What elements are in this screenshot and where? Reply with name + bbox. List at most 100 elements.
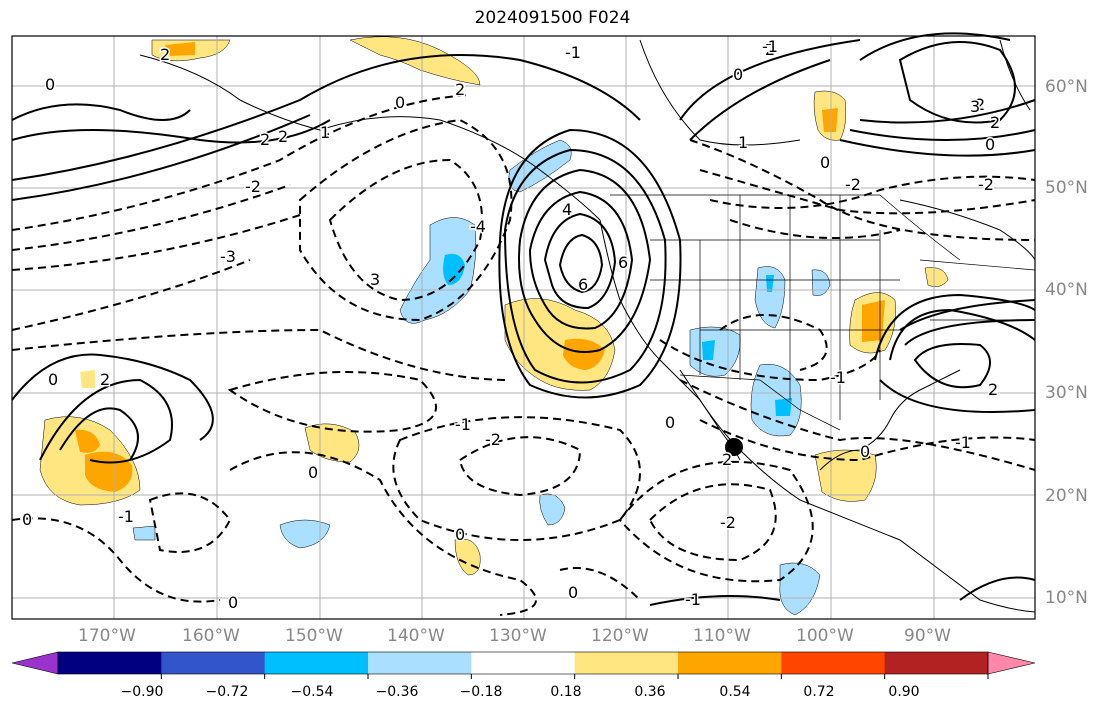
lat-label: 50°N — [1045, 178, 1088, 198]
contour-label: -2 — [485, 430, 501, 449]
negative-anomaly-core — [443, 253, 465, 285]
colorbar-segment — [368, 652, 472, 674]
contour-label: -1 — [685, 590, 701, 609]
contour-label: -1 — [955, 433, 971, 452]
contour-line — [518, 168, 652, 353]
contour-line — [889, 308, 1036, 361]
contour-label: -3 — [220, 247, 236, 266]
location-marker — [725, 438, 743, 456]
contour-label: -2 — [845, 175, 861, 194]
contour-line — [959, 576, 1036, 601]
contour-line — [709, 175, 1036, 209]
positive-anomaly-core — [165, 42, 195, 56]
contour-line — [679, 39, 861, 121]
contour-line — [618, 460, 814, 583]
colorbar-segment — [471, 652, 576, 674]
contour-label: 6 — [618, 253, 628, 272]
contour-line — [879, 379, 1036, 413]
contour-label: 2 — [260, 130, 270, 149]
contour-line — [648, 483, 777, 562]
contour-label: 2 — [988, 380, 998, 399]
contour-line — [11, 54, 641, 181]
contour-line — [392, 416, 641, 541]
positive-anomaly-core — [862, 300, 885, 342]
contour-line — [148, 492, 232, 553]
contour-label: 0 — [568, 583, 578, 602]
contour-label: 2 — [722, 450, 732, 469]
contour-line — [11, 353, 214, 441]
lon-label: 150°W — [285, 626, 343, 646]
lon-label: 120°W — [591, 626, 649, 646]
colorbar — [11, 651, 1036, 679]
contour-label: 2 — [455, 80, 465, 99]
negative-anomaly-patch — [779, 562, 821, 616]
contour-line — [559, 567, 641, 601]
contour-line — [528, 190, 634, 330]
contour-line — [839, 139, 1036, 157]
positive-anomaly-patch — [304, 423, 360, 463]
contour-label: 0 — [985, 135, 995, 154]
colorbar-tick-label: −0.90 — [120, 684, 164, 700]
contour-label: 6 — [578, 275, 588, 294]
contour-line — [699, 419, 1036, 462]
contour-label: 0 — [860, 442, 870, 461]
colorbar-outline — [57, 651, 989, 675]
colorbar-segment — [574, 652, 679, 674]
positive-anomaly-patch — [924, 267, 949, 287]
contour-line — [679, 379, 1036, 471]
contour-line — [11, 103, 191, 121]
contour-line — [11, 119, 331, 144]
negative-anomaly-core — [766, 275, 774, 292]
contour-label: 0 — [733, 65, 743, 84]
contour-label: -2 — [720, 513, 736, 532]
colorbar-tick-label: 0.36 — [634, 684, 666, 700]
contour-label: -1 — [565, 43, 581, 62]
map-frame — [11, 35, 1036, 620]
border-line — [679, 374, 841, 431]
contour-line — [558, 233, 604, 294]
colorbar-segment — [58, 652, 162, 674]
positive-anomaly-patch — [80, 370, 95, 388]
lat-label: 60°N — [1045, 77, 1088, 97]
lat-label: 30°N — [1045, 383, 1088, 403]
contour-line — [898, 41, 1016, 124]
contour-line — [649, 595, 781, 606]
contour-label: 4 — [562, 200, 572, 219]
colorbar-tick-label: 0.90 — [888, 684, 920, 700]
contour-label: 2 — [100, 370, 110, 389]
contour-line — [59, 407, 139, 461]
colorbar-segment — [678, 652, 782, 674]
colorbar-segment — [781, 652, 886, 674]
contour-line — [689, 59, 831, 141]
coastline — [899, 199, 1036, 261]
coastline — [999, 39, 1031, 111]
lat-label: 20°N — [1045, 486, 1088, 506]
lon-label: 90°W — [904, 626, 951, 646]
lon-label: 160°W — [182, 626, 240, 646]
positive-anomaly-core — [822, 108, 838, 132]
lon-label: 140°W — [387, 626, 445, 646]
contour-label: 0 — [820, 153, 830, 172]
contour-label: 0 — [45, 75, 55, 94]
contour-label: -2 — [978, 175, 994, 194]
colorbar-tick-label: 0.18 — [550, 684, 582, 700]
contour-label: 3 — [970, 97, 980, 116]
contour-label: 2 — [975, 95, 985, 114]
colorbar-tick-label: −0.54 — [290, 684, 334, 700]
contour-label: 2 — [990, 113, 1000, 132]
contour-line — [11, 114, 311, 201]
contour-line — [11, 328, 511, 381]
positive-anomaly-patch — [349, 36, 481, 86]
contour-label: 0 — [228, 593, 238, 612]
lon-label: 130°W — [489, 626, 547, 646]
contour-line — [543, 212, 617, 310]
contour-label: 0 — [395, 93, 405, 112]
contour-label: 2 — [278, 127, 288, 146]
map-title: 2024091500 F024 — [474, 8, 631, 28]
colorbar-segment — [161, 652, 266, 674]
negative-anomaly-patch — [811, 269, 831, 296]
contour-line — [498, 128, 682, 399]
contour-label: -4 — [470, 217, 486, 236]
positive-anomaly-core — [563, 338, 605, 370]
